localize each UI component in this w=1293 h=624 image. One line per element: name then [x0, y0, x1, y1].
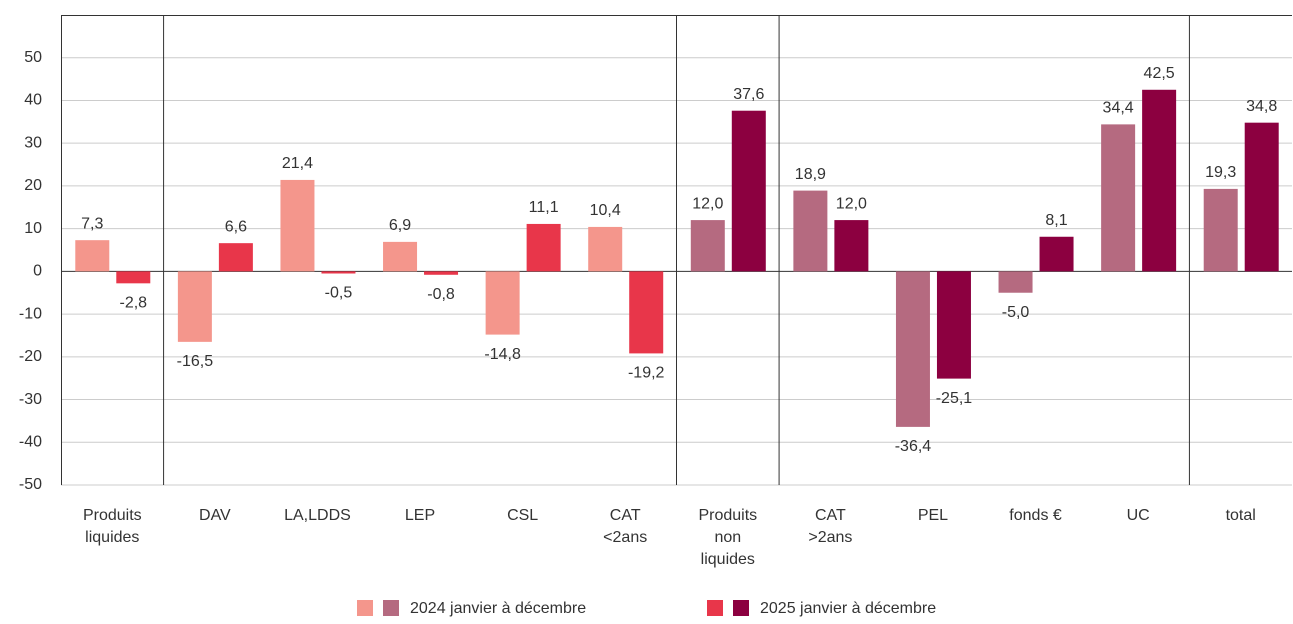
value-label: 19,3: [1205, 164, 1236, 181]
y-tick-label: 30: [24, 134, 42, 151]
value-label: 12,0: [836, 195, 867, 212]
y-tick-label: -50: [19, 476, 42, 493]
y-tick-label: -10: [19, 305, 42, 322]
value-label: -19,2: [628, 365, 665, 382]
y-tick-label: -40: [19, 433, 42, 450]
bar: [588, 226, 623, 272]
x-tick-label: total: [1226, 507, 1256, 524]
value-label: 7,3: [81, 215, 103, 232]
bar: [280, 179, 315, 272]
x-tick-label: >2ans: [808, 529, 852, 546]
value-label: 18,9: [795, 166, 826, 183]
bar: [116, 271, 151, 284]
value-label: -0,5: [325, 285, 353, 302]
value-label: 34,8: [1246, 98, 1277, 115]
x-tick-label: DAV: [199, 507, 231, 524]
bar: [834, 220, 869, 272]
x-tick-label: fonds €: [1009, 507, 1062, 524]
y-tick-label: 50: [24, 49, 42, 66]
value-label: 6,9: [389, 217, 411, 234]
bar: [1142, 89, 1177, 272]
legend-swatch: [707, 600, 723, 616]
value-label: -14,8: [484, 346, 521, 363]
bar: [424, 271, 459, 275]
x-tick-label: CAT: [610, 507, 641, 524]
legend-swatch: [733, 600, 749, 616]
legend-label: 2024 janvier à décembre: [410, 600, 586, 617]
bar: [218, 243, 253, 272]
x-tick-label: CSL: [507, 507, 538, 524]
legend-swatch: [357, 600, 373, 616]
bar: [321, 271, 356, 274]
value-label: 37,6: [733, 86, 764, 103]
x-tick-label: PEL: [918, 507, 948, 524]
bar: [731, 110, 766, 272]
bar: [1101, 124, 1136, 272]
value-label: 34,4: [1103, 100, 1134, 117]
legend-label: 2025 janvier à décembre: [760, 600, 936, 617]
value-label: 6,6: [225, 218, 247, 235]
y-tick-label: 40: [24, 92, 42, 109]
bar: [485, 271, 520, 335]
x-tick-label: non: [714, 529, 741, 546]
x-tick-label: liquides: [701, 551, 755, 568]
y-tick-label: 20: [24, 177, 42, 194]
value-label: 12,0: [692, 195, 723, 212]
y-tick-label: 0: [33, 263, 42, 280]
x-tick-label: Produits: [698, 507, 757, 524]
bar: [629, 271, 664, 354]
y-tick-label: -20: [19, 348, 42, 365]
value-label: 8,1: [1045, 212, 1067, 229]
value-label: 42,5: [1144, 65, 1175, 82]
y-tick-label: -30: [19, 391, 42, 408]
bar: [1203, 188, 1238, 272]
bar: [75, 240, 110, 272]
bar: [177, 271, 212, 342]
x-tick-label: LEP: [405, 507, 435, 524]
x-tick-label: liquides: [85, 529, 139, 546]
bar: [526, 223, 561, 272]
value-label: -2,8: [120, 295, 148, 312]
x-tick-label: LA,LDDS: [284, 507, 351, 524]
value-label: -5,0: [1002, 304, 1030, 321]
bar: [1244, 122, 1279, 272]
x-tick-label: Produits: [83, 507, 142, 524]
x-tick-label: CAT: [815, 507, 846, 524]
bar: [690, 220, 725, 272]
legend-swatch: [383, 600, 399, 616]
bar: [998, 271, 1033, 293]
value-label: -25,1: [936, 390, 973, 407]
value-label: 21,4: [282, 155, 313, 172]
value-label: 10,4: [590, 202, 621, 219]
value-label: -16,5: [177, 353, 214, 370]
x-tick-label: <2ans: [603, 529, 647, 546]
value-label: -36,4: [895, 438, 932, 455]
bar: [895, 271, 930, 427]
value-label: -0,8: [427, 286, 455, 303]
value-label: 11,1: [529, 199, 559, 216]
bar: [383, 241, 418, 272]
bar: [936, 271, 971, 379]
x-tick-label: UC: [1127, 507, 1150, 524]
bar: [793, 190, 828, 272]
bar: [1039, 236, 1074, 272]
y-tick-label: 10: [24, 220, 42, 237]
